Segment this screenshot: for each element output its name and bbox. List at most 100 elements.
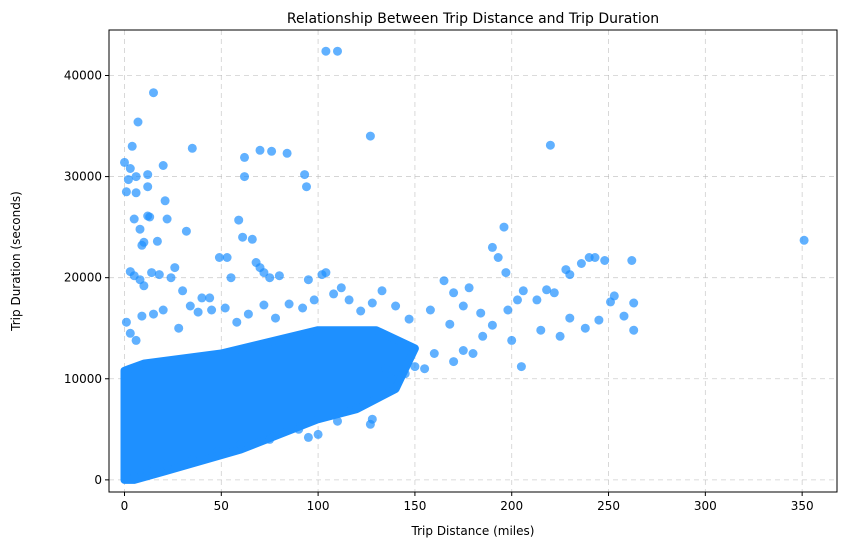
scatter-point [600,256,610,265]
scatter-point [487,242,497,252]
scatter-point [629,325,639,335]
scatter-point [536,325,546,335]
scatter-point [542,285,552,295]
scatter-point [147,268,157,278]
scatter-point [181,226,191,236]
scatter-point [259,300,269,310]
scatter-point [458,346,468,355]
y-tick-label: 20000 [64,271,102,285]
scatter-point [160,196,170,206]
scatter-point [193,307,203,317]
scatter-point [123,175,133,185]
scatter-point [238,232,248,242]
scatter-point [143,182,153,192]
scatter-point [590,253,600,262]
scatter-point [321,268,331,278]
scatter-point [377,286,387,296]
scatter-point [125,164,135,173]
scatter-point [619,311,629,321]
scatter-point [464,283,474,293]
scatter-point [271,313,280,323]
scatter-point [594,315,604,325]
scatter-point [152,236,162,246]
scatter-point [234,215,244,225]
scatter-point [352,402,362,412]
scatter-point [143,170,153,180]
scatter-point [410,362,420,372]
scatter-point [499,222,509,232]
scatter-point [321,46,331,56]
y-axis-ticks: 0 10000 20000 30000 40000 [64,68,109,487]
scatter-point [243,309,253,319]
scatter-point [232,317,242,327]
scatter-point [549,288,559,298]
scatter-point [629,298,639,308]
chart-title: Relationship Between Trip Distance and T… [287,11,659,27]
scatter-point [265,273,275,283]
scatter-point [565,313,575,323]
scatter-point [518,286,528,296]
scatter-point [516,362,526,372]
scatter-point [282,148,292,158]
scatter-point [555,331,565,341]
scatter-point [439,276,449,286]
scatter-point [187,143,197,153]
scatter-point [240,152,249,162]
scatter-point [303,432,313,442]
scatter-point [545,140,555,150]
scatter-point [236,440,246,449]
scatter-point [609,291,619,301]
scatter-point [365,419,375,429]
x-tick-label: 50 [214,499,229,513]
scatter-point [121,187,131,197]
scatter-point [135,224,145,234]
scatter-point [129,472,139,482]
scatter-point [501,268,511,278]
scatter-point [125,328,135,338]
scatter-point [222,253,232,262]
dense-point-cloud [120,326,419,484]
scatter-point [532,295,542,305]
scatter-point [145,212,155,222]
scatter-point [503,305,513,315]
scatter-point [131,335,141,345]
scatter-point [576,259,586,268]
scatter-point [214,253,224,262]
scatter-point [207,305,217,315]
scatter-point [143,466,153,476]
scatter-point [356,306,366,316]
scatter-point [149,88,158,98]
scatter-point [121,317,131,327]
scatter-points [120,46,809,482]
x-tick-label: 250 [597,499,620,513]
scatter-point [220,303,230,313]
y-tick-label: 10000 [64,372,102,386]
x-axis-title: Trip Distance (miles) [411,524,535,538]
scatter-point [149,309,158,319]
scatter-point [513,295,522,305]
scatter-point [493,253,503,262]
x-tick-label: 350 [791,499,814,513]
scatter-point [487,320,497,330]
scatter-point [247,234,257,244]
scatter-point [300,170,310,180]
scatter-point [265,434,275,444]
scatter-point [329,289,339,299]
scatter-point [425,305,435,315]
scatter-point [449,357,459,367]
scatter-point [420,364,430,374]
y-tick-label: 0 [94,473,102,487]
scatter-point [468,349,478,358]
scatter-point [162,461,172,471]
scatter-point [158,161,168,170]
scatter-point [120,157,129,167]
scatter-point [162,214,172,224]
scatter-point [274,271,284,281]
scatter-point [154,270,164,280]
scatter-point [267,146,277,156]
scatter-point [178,286,188,296]
scatter-point [185,301,195,311]
scatter-point [131,188,141,198]
scatter-point [166,273,176,283]
